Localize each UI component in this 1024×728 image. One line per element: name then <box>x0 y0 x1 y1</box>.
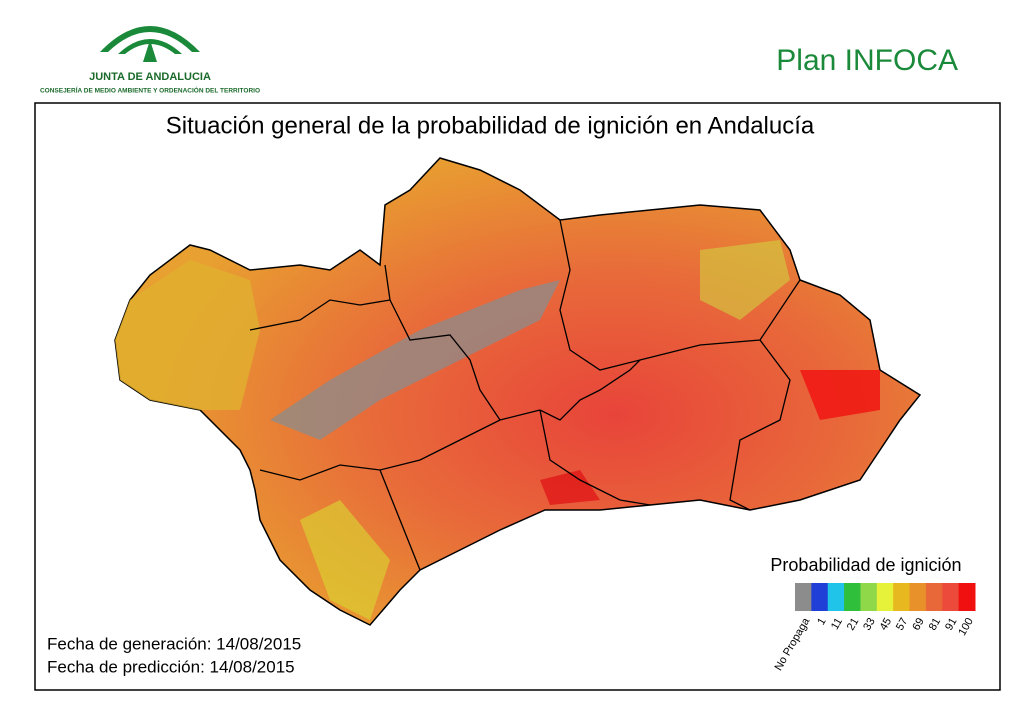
org-name: JUNTA DE ANDALUCIA <box>89 71 211 83</box>
map-title: Situación general de la probabilidad de … <box>166 112 815 139</box>
org-department: CONSEJERÍA DE MEDIO AMBIENTE Y ORDENACIÓ… <box>40 86 260 95</box>
legend-label: 33 <box>861 616 878 633</box>
legend-swatch <box>876 583 894 611</box>
legend-swatch <box>925 583 943 611</box>
map-frame <box>34 102 1001 691</box>
legend-label: 1 <box>815 616 828 627</box>
legend-label: 57 <box>894 616 911 633</box>
legend-label: 91 <box>943 616 960 633</box>
legend-label: No Propaga <box>773 615 813 673</box>
legend-label: 69 <box>910 616 927 633</box>
generation-date: Fecha de generación: 14/08/2015 <box>47 634 301 653</box>
legend-swatch <box>860 583 878 611</box>
legend-swatch <box>844 583 861 611</box>
legend-swatch <box>958 583 976 611</box>
prediction-date: Fecha de predicción: 14/08/2015 <box>47 657 295 676</box>
legend-swatch <box>893 583 911 611</box>
legend-title: Probabilidad de ignición <box>770 555 961 575</box>
plan-title: Plan INFOCA <box>776 44 958 77</box>
legend-swatch <box>942 583 960 611</box>
logo <box>100 26 200 62</box>
legend-swatch <box>811 583 829 611</box>
legend-swatch <box>827 583 845 611</box>
legend-label: 45 <box>878 616 895 633</box>
legend-label: 100 <box>956 616 976 638</box>
legend-label: 81 <box>927 616 944 633</box>
legend-swatch <box>795 583 812 611</box>
map-region <box>114 157 922 626</box>
legend-label: 21 <box>845 616 862 633</box>
legend-swatch <box>909 583 927 611</box>
legend-label: 11 <box>829 616 845 632</box>
